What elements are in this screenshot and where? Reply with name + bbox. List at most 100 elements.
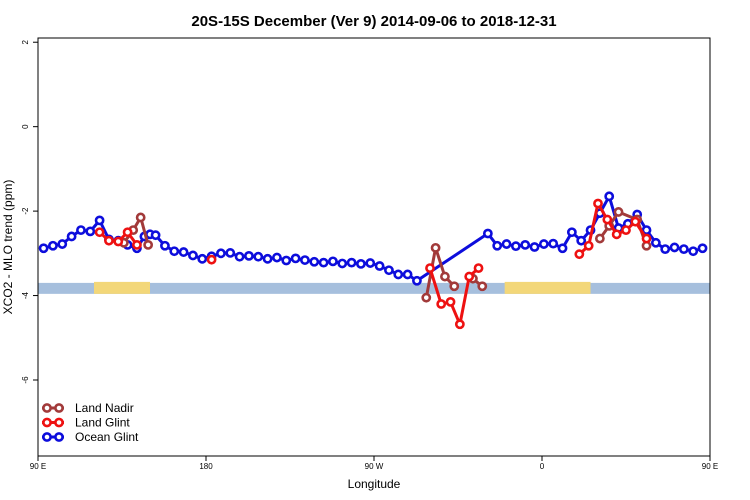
land-nadir-point-1-3 bbox=[449, 281, 460, 292]
ocean-glint-point-0-49 bbox=[548, 238, 559, 249]
ocean-glint-point-0-20 bbox=[216, 248, 226, 259]
ocean-glint-point-0-4 bbox=[76, 225, 86, 236]
ocean-glint-point-0-62 bbox=[669, 242, 680, 253]
ocean-glint-point-0-22 bbox=[234, 251, 245, 262]
land-glint-point-3-6 bbox=[630, 216, 641, 227]
x-axis-label: Longitude bbox=[348, 477, 401, 491]
land-nadir-point-3-0 bbox=[594, 233, 605, 244]
ocean-glint-point-0-25 bbox=[262, 253, 273, 264]
land-nadir-point-2-1 bbox=[477, 281, 488, 292]
ocean-glint-point-0-27 bbox=[281, 255, 292, 266]
land-nadir-point-0-2 bbox=[135, 212, 146, 223]
ocean-glint-point-0-41 bbox=[412, 275, 422, 286]
land-glint-point-2-0 bbox=[425, 263, 435, 274]
ocean-glint-point-0-6 bbox=[94, 215, 105, 226]
ocean-glint-point-0-26 bbox=[272, 252, 282, 263]
land-glint-point-3-3 bbox=[602, 214, 613, 225]
ocean-glint-point-0-65 bbox=[697, 243, 708, 254]
land-glint-point-2-5 bbox=[473, 263, 484, 274]
data-series bbox=[38, 191, 708, 330]
y-tick-label-2: -2 bbox=[21, 207, 30, 215]
ocean-glint-point-0-29 bbox=[300, 255, 310, 265]
land-band-0 bbox=[94, 281, 150, 294]
land-glint-point-3-5 bbox=[621, 225, 631, 236]
ocean-glint-point-0-1 bbox=[48, 240, 58, 251]
legend-label-ocean-glint: Ocean Glint bbox=[75, 430, 139, 444]
ocean-glint-point-0-17 bbox=[188, 250, 198, 261]
ocean-glint-point-0-31 bbox=[318, 257, 329, 268]
legend-label-land-nadir: Land Nadir bbox=[75, 401, 134, 415]
ocean-glint-point-0-13 bbox=[150, 230, 161, 241]
land-glint-point-0-4 bbox=[132, 239, 142, 250]
land-glint-point-2-3 bbox=[454, 319, 465, 330]
ocean-glint-point-0-61 bbox=[660, 244, 671, 255]
ocean-glint-point-0-21 bbox=[225, 248, 236, 258]
ocean-glint-point-0-55 bbox=[604, 191, 615, 202]
land-glint-point-0-0 bbox=[94, 227, 105, 238]
legend-marker-land-glint-b bbox=[54, 417, 64, 428]
x-axis: 90 E 180 90 W 0 90 E bbox=[30, 456, 718, 471]
ocean-glint-point-0-0 bbox=[38, 243, 49, 254]
land-glint-point-3-7 bbox=[641, 233, 652, 244]
y-tick-label-3: -4 bbox=[21, 291, 30, 299]
y-axis: 2 0 -2 -4 -6 bbox=[21, 39, 38, 384]
ocean-band bbox=[38, 282, 710, 294]
land-glint-point-3-0 bbox=[574, 249, 585, 260]
ocean-glint-point-0-47 bbox=[529, 242, 540, 252]
ocean-glint-point-0-39 bbox=[393, 269, 404, 280]
x-tick-label-1: 180 bbox=[199, 462, 213, 471]
legend-marker-land-nadir-b bbox=[54, 403, 64, 413]
ocean-glint-point-0-38 bbox=[384, 265, 394, 276]
land-glint-point-3-1 bbox=[583, 240, 594, 251]
x-tick-label-2: 90 W bbox=[365, 462, 384, 471]
land-glint-point-3-4 bbox=[611, 229, 622, 240]
ocean-glint-point-0-45 bbox=[510, 241, 521, 252]
ocean-glint-point-0-14 bbox=[160, 240, 170, 251]
ocean-glint-point-0-40 bbox=[402, 269, 413, 280]
ocean-glint-point-0-36 bbox=[365, 258, 376, 268]
ocean-glint-point-0-5 bbox=[85, 226, 96, 237]
land-glint-point-2-4 bbox=[464, 271, 475, 282]
x-tick-label-3: 0 bbox=[540, 462, 545, 471]
legend-marker-land-nadir-a bbox=[42, 403, 52, 413]
land-glint-point-0-1 bbox=[104, 235, 114, 246]
ocean-glint-point-0-23 bbox=[244, 250, 254, 261]
land-glint-point-2-1 bbox=[436, 299, 447, 309]
ocean-glint-point-0-37 bbox=[374, 261, 385, 271]
x-tick-label-0: 90 E bbox=[30, 462, 46, 471]
ocean-glint-point-0-33 bbox=[337, 258, 348, 269]
ocean-glint-point-0-46 bbox=[520, 239, 531, 250]
ocean-glint-point-0-24 bbox=[253, 251, 264, 262]
land-glint-point-0-3 bbox=[122, 227, 133, 238]
ocean-glint-point-0-42 bbox=[482, 228, 493, 239]
ocean-glint-point-0-32 bbox=[328, 256, 338, 267]
land-band-1 bbox=[504, 281, 591, 294]
land-glint-point-0-2 bbox=[113, 236, 124, 247]
ocean-glint-point-0-60 bbox=[650, 237, 661, 248]
land-nadir-point-0-3 bbox=[143, 239, 154, 250]
ocean-glint-point-0-30 bbox=[309, 256, 320, 267]
ocean-glint-point-0-34 bbox=[346, 257, 357, 268]
y-tick-label-1: 0 bbox=[21, 124, 30, 129]
ocean-glint-point-0-50 bbox=[557, 243, 568, 254]
background-band bbox=[38, 281, 710, 294]
land-glint-point-3-2 bbox=[593, 198, 603, 209]
land-nadir-point-3-2 bbox=[613, 207, 624, 217]
land-nadir-point-1-0 bbox=[421, 292, 432, 303]
ocean-glint-point-0-28 bbox=[290, 253, 301, 264]
land-nadir-point-1-1 bbox=[430, 242, 441, 253]
legend-marker-ocean-glint-b bbox=[54, 432, 64, 442]
x-tick-label-4: 90 E bbox=[702, 462, 718, 471]
land-glint-point-1-0 bbox=[206, 254, 217, 265]
ocean-glint-point-0-51 bbox=[566, 227, 577, 238]
y-axis-label: XCO2 - MLO trend (ppm) bbox=[1, 180, 15, 315]
y-tick-label-0: 2 bbox=[21, 39, 30, 44]
ocean-glint-point-0-44 bbox=[501, 239, 512, 249]
land-glint-point-2-2 bbox=[445, 296, 456, 307]
ocean-glint-point-0-52 bbox=[576, 235, 587, 246]
ocean-glint-point-0-15 bbox=[169, 246, 180, 257]
series-ocean-glint bbox=[38, 191, 708, 286]
legend-marker-land-glint-a bbox=[42, 417, 52, 428]
